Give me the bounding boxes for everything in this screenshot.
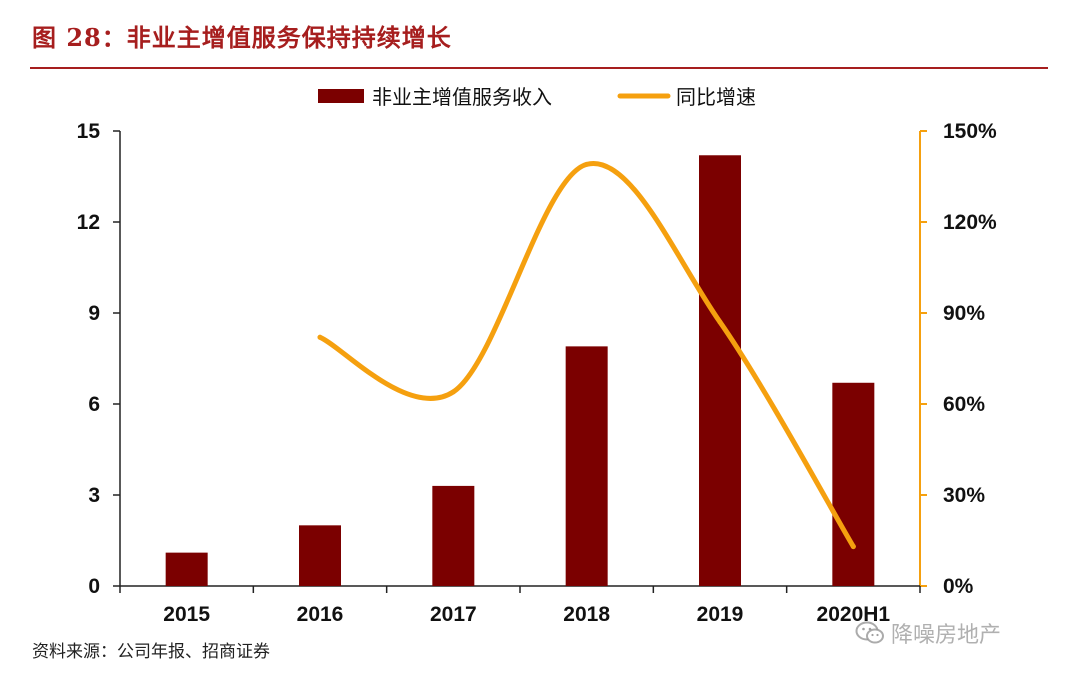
y-left-tick-label: 0	[88, 575, 100, 598]
x-tick-label: 2018	[563, 603, 610, 626]
legend-bar-swatch	[318, 89, 364, 103]
y-right-tick-label: 30%	[943, 484, 985, 507]
bar	[699, 155, 741, 586]
watermark: 降噪房地产	[855, 618, 1001, 648]
y-left-tick-label: 6	[88, 393, 100, 416]
x-tick-label: 2019	[697, 603, 744, 626]
watermark-text: 降噪房地产	[891, 623, 1002, 648]
legend-bar-label: 非业主增值服务收入	[372, 85, 552, 109]
bar	[165, 552, 208, 586]
wechat-icon	[855, 621, 884, 644]
growth-point	[584, 161, 590, 167]
bar	[299, 525, 341, 586]
bar	[565, 346, 608, 586]
y-left-tick-label: 3	[88, 484, 100, 507]
y-right-tick-label: 120%	[943, 211, 997, 234]
y-right-tick-label: 90%	[943, 302, 985, 325]
source-note: 资料来源：公司年报、招商证券	[32, 642, 270, 662]
y-right-tick-label: 0%	[943, 575, 974, 598]
x-tick-label: 2015	[163, 603, 210, 626]
growth-point	[850, 544, 856, 550]
title-divider	[30, 67, 1048, 69]
bar	[432, 485, 475, 586]
legend-line-label: 同比增速	[676, 85, 756, 109]
y-right-tick-label: 150%	[943, 120, 997, 143]
y-left-tick-label: 15	[77, 120, 101, 143]
figure-title: 图 28：非业主增值服务保持持续增长	[32, 23, 452, 52]
y-right-tick-label: 60%	[943, 393, 985, 416]
x-tick-label: 2016	[297, 603, 344, 626]
x-tick-label: 2020H1	[817, 603, 891, 626]
growth-point	[717, 319, 723, 325]
y-left-tick-label: 12	[77, 211, 100, 234]
x-tick-label: 2017	[430, 603, 477, 626]
growth-point	[450, 389, 456, 395]
bar	[832, 382, 875, 586]
y-left-tick-label: 9	[88, 302, 100, 325]
growth-point	[317, 334, 323, 340]
